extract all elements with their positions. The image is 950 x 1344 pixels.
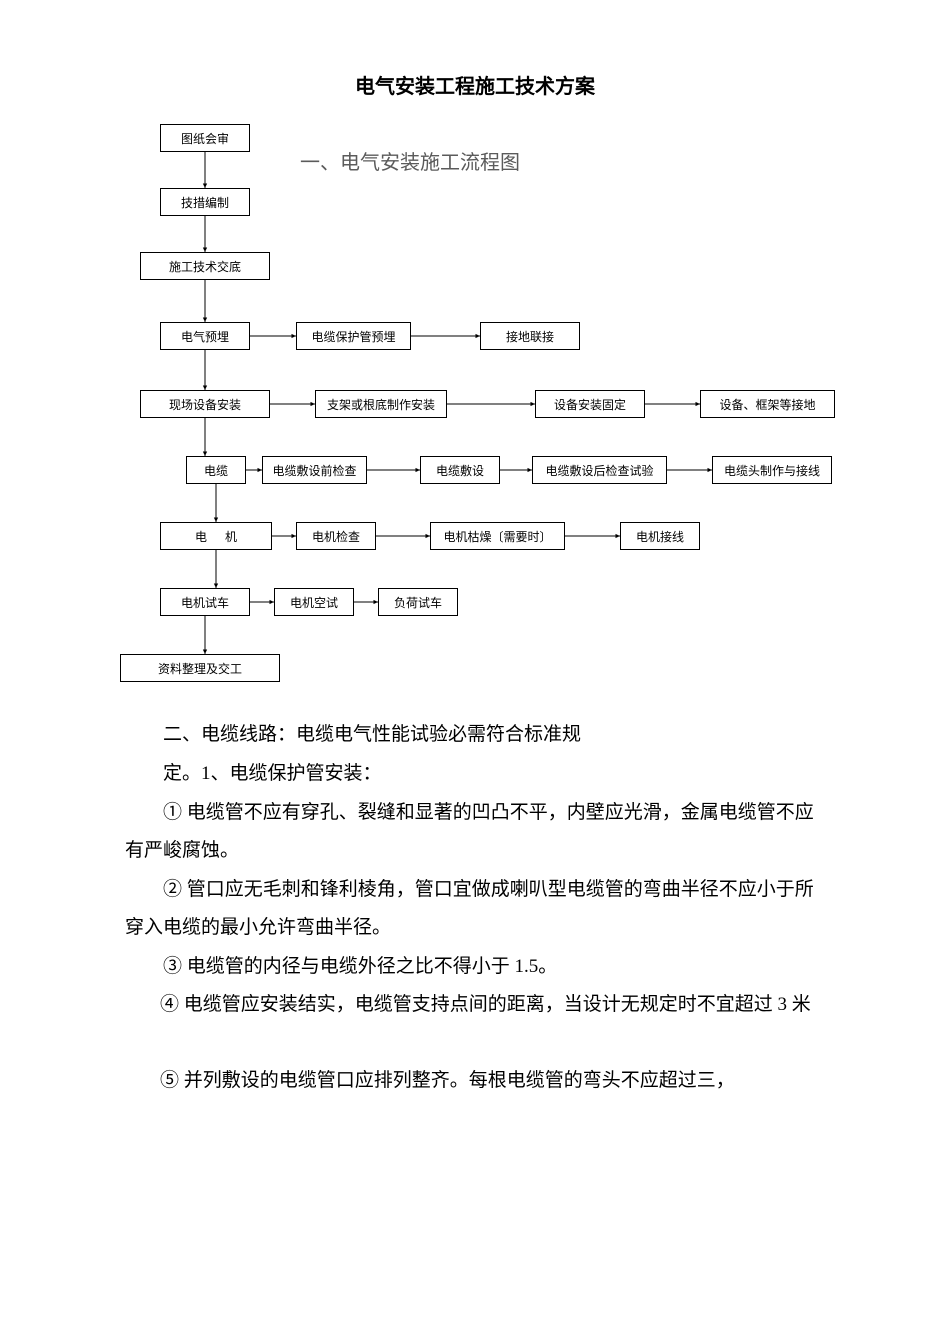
flowchart-node-n12: 电缆敷设前检查 xyxy=(262,456,367,484)
page-title: 电气安装工程施工技术方案 xyxy=(0,70,950,99)
flowchart-node-n16: 电 机 xyxy=(160,522,272,550)
flowchart-node-n23: 资料整理及交工 xyxy=(120,654,280,682)
flowchart-node-n19: 电机接线 xyxy=(620,522,700,550)
section-2-text2: 定。1、电缆保护管安装： xyxy=(163,763,382,784)
paragraph-1: ① 电缆管不应有穿孔、裂缝和显著的凹凸不平，内壁应光滑，金属电缆管不应有严峻腐蚀… xyxy=(125,794,825,870)
flowchart-node-n1: 图纸会审 xyxy=(160,124,250,152)
flowchart-node-n10: 设备、框架等接地 xyxy=(700,390,835,418)
flowchart-node-n2: 技措编制 xyxy=(160,188,250,216)
paragraph-4: ④ 电缆管应安装结实，电缆管支持点间的距离，当设计无规定时不宜超过 3 米 xyxy=(160,986,825,1024)
flowchart-node-n9: 设备安装固定 xyxy=(535,390,645,418)
flowchart-node-n6: 接地联接 xyxy=(480,322,580,350)
flowchart-node-n21: 电机空试 xyxy=(274,588,354,616)
paragraph-5: ⑤ 并列敷设的电缆管口应排列整齐。每根电缆管的弯头不应超过三， xyxy=(160,1062,825,1100)
flowchart-node-n5: 电缆保护管预埋 xyxy=(296,322,411,350)
section-2-text1: 二、电缆线路：电缆电气性能试验必需符合标准规 xyxy=(163,724,581,745)
flowchart-node-n4: 电气预埋 xyxy=(160,322,250,350)
flowchart-node-n20: 电机试车 xyxy=(160,588,250,616)
flowchart-node-n17: 电机检查 xyxy=(296,522,376,550)
paragraph-2: ② 管口应无毛刺和锋利棱角，管口宜做成喇叭型电缆管的弯曲半径不应小于所穿入电缆的… xyxy=(125,871,825,947)
flowchart-node-n22: 负荷试车 xyxy=(378,588,458,616)
section-2-line2: 定。1、电缆保护管安装： xyxy=(125,755,825,793)
flowchart-node-n11: 电缆 xyxy=(186,456,246,484)
flowchart-node-n8: 支架或根底制作安装 xyxy=(315,390,447,418)
flowchart-node-n14: 电缆敷设后检查试验 xyxy=(532,456,667,484)
flowchart-node-n15: 电缆头制作与接线 xyxy=(712,456,832,484)
flowchart-node-n3: 施工技术交底 xyxy=(140,252,270,280)
section-2-line1: 二、电缆线路：电缆电气性能试验必需符合标准规 xyxy=(125,716,825,754)
flowchart-node-n13: 电缆敷设 xyxy=(420,456,500,484)
flowchart-node-n18: 电机枯燥〔需要时〕 xyxy=(430,522,565,550)
flowchart-container: 图纸会审技措编制施工技术交底电气预埋 电缆保护管预埋 接地联接现场设备安装 支架或根底… xyxy=(120,120,880,700)
flowchart-node-n7: 现场设备安装 xyxy=(140,390,270,418)
paragraph-3: ③ 电缆管的内径与电缆外径之比不得小于 1.5。 xyxy=(125,948,825,986)
p3-text: ③ 电缆管的内径与电缆外径之比不得小于 1.5。 xyxy=(163,956,557,977)
